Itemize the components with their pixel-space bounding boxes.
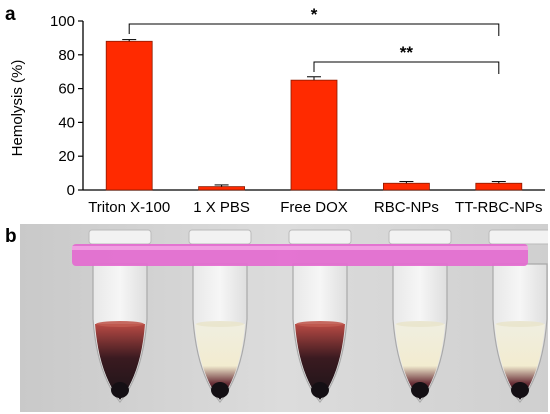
category-label: Triton X-100 bbox=[88, 199, 170, 216]
y-tick-label: 40 bbox=[58, 114, 75, 131]
tube-cap bbox=[188, 229, 252, 245]
y-tick-label: 0 bbox=[67, 182, 75, 199]
tube-liquid bbox=[195, 324, 245, 400]
bar bbox=[105, 40, 153, 191]
significance-bracket bbox=[128, 23, 500, 36]
tube-pellet bbox=[211, 382, 229, 398]
error-bars bbox=[122, 39, 506, 187]
bars bbox=[105, 40, 523, 191]
significance-brackets: *** bbox=[128, 5, 500, 74]
tube-meniscus bbox=[396, 321, 444, 327]
tube-cap bbox=[388, 229, 452, 245]
significance-label: * bbox=[311, 5, 318, 24]
significance-label: ** bbox=[400, 43, 414, 62]
panel-label-a: a bbox=[5, 4, 16, 25]
tube-meniscus bbox=[196, 321, 244, 327]
tube-meniscus bbox=[96, 321, 144, 327]
tube-liquid bbox=[295, 324, 345, 400]
y-tick-label: 80 bbox=[58, 47, 75, 64]
panel-label-b: b bbox=[5, 226, 17, 247]
y-tick-label: 100 bbox=[50, 13, 75, 30]
bar bbox=[290, 79, 338, 191]
y-tick-label: 20 bbox=[58, 148, 75, 165]
bar bbox=[382, 182, 430, 191]
bar bbox=[198, 186, 246, 191]
category-label: Free DOX bbox=[280, 199, 348, 216]
y-tick-label: 60 bbox=[58, 81, 75, 98]
tube-pellet bbox=[111, 382, 129, 398]
tube-liquid bbox=[495, 324, 545, 400]
category-label: RBC-NPs bbox=[374, 199, 439, 216]
category-labels: Triton X-100 1 X PBS Free DOX RBC-NPs TT-RBC… bbox=[88, 199, 542, 216]
tube-cap bbox=[488, 229, 548, 245]
category-label: TT-RBC-NPs bbox=[455, 199, 543, 216]
tube-liquid bbox=[95, 324, 145, 400]
tube-liquid bbox=[395, 324, 445, 400]
hemolysis-tube-photo bbox=[20, 224, 548, 412]
bar bbox=[475, 182, 523, 191]
y-ticks: 0 20 40 60 80 100 bbox=[50, 13, 83, 199]
tube-pellet bbox=[311, 382, 329, 398]
tube-cap bbox=[88, 229, 152, 245]
y-axis-label: Hemolysis (%) bbox=[9, 60, 26, 157]
tube-meniscus bbox=[296, 321, 344, 327]
category-label: 1 X PBS bbox=[193, 199, 250, 216]
tube-pellet bbox=[511, 382, 529, 398]
tube-cap bbox=[288, 229, 352, 245]
tubes bbox=[88, 229, 548, 403]
tube-meniscus bbox=[496, 321, 544, 327]
significance-bracket bbox=[313, 61, 500, 74]
hemolysis-bar-chart: a Hemolysis (%) 0 20 40 60 80 100 Triton X-10… bbox=[5, 4, 545, 216]
tube-pellet bbox=[411, 382, 429, 398]
